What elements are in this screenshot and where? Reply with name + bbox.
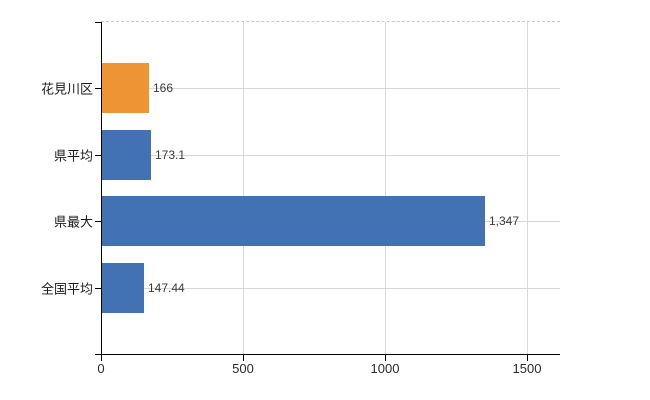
- y-axis-tick: [95, 88, 101, 90]
- y-axis-tick: [95, 154, 101, 156]
- y-axis-tick: [95, 287, 101, 289]
- x-tick-label: 1000: [370, 361, 400, 376]
- x-tick-label: 1500: [512, 361, 542, 376]
- x-axis-tick: [385, 355, 386, 361]
- y-axis-line: [101, 22, 102, 355]
- bar-value-label: 1,347: [489, 214, 520, 229]
- bar-value-label: 147.44: [148, 280, 185, 295]
- category-label: 全国平均: [40, 281, 93, 297]
- x-axis-tick: [527, 355, 528, 361]
- category-label: 県平均: [53, 148, 93, 164]
- x-axis-tick: [101, 355, 102, 361]
- gridline-vertical: [243, 22, 244, 354]
- plot-top-border: [101, 21, 560, 22]
- bar: [102, 129, 151, 180]
- bar-value-label: 166: [153, 81, 174, 96]
- bar: [102, 63, 149, 114]
- category-label: 花見川区: [40, 81, 93, 97]
- x-axis-tick: [243, 355, 244, 361]
- gridline-horizontal: [102, 88, 560, 90]
- x-tick-label: 0: [97, 361, 105, 376]
- x-axis-line: [95, 354, 560, 355]
- gridline-vertical: [527, 22, 528, 354]
- y-axis-tick: [95, 221, 101, 223]
- y-axis-end-tick: [95, 22, 101, 23]
- x-tick-label: 500: [232, 361, 254, 376]
- bar: [102, 262, 144, 313]
- bar: [102, 196, 485, 247]
- y-axis-end-tick: [95, 354, 101, 355]
- category-label: 県最大: [53, 214, 93, 230]
- gridline-horizontal: [102, 154, 560, 156]
- bar-value-label: 173.1: [155, 147, 186, 162]
- gridline-horizontal: [102, 287, 560, 289]
- gridline-vertical: [385, 22, 386, 354]
